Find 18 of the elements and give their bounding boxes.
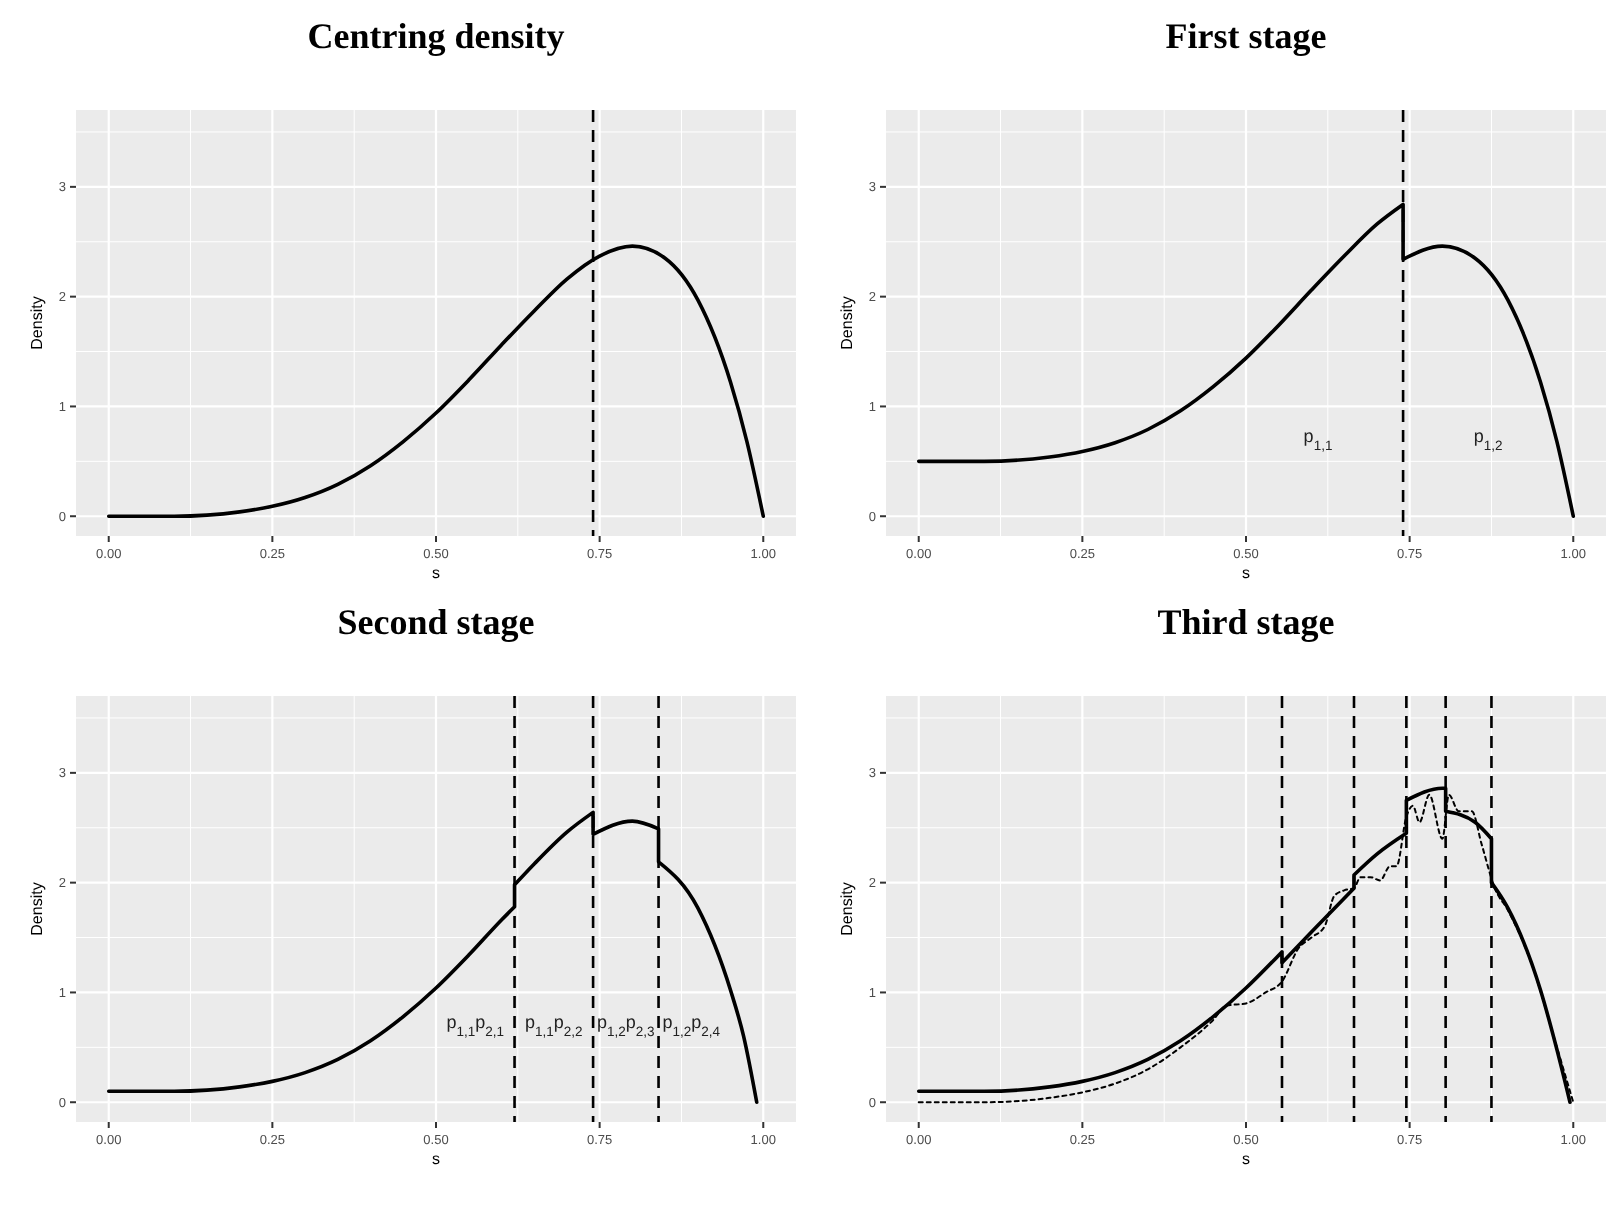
annotation: p$_{1,1}$p$_{2,2}$ (525, 1012, 584, 1040)
x-axis-title: s (432, 564, 440, 582)
annotation: p$_{1,2}$p$_{2,4}$ (662, 1012, 721, 1040)
x-axis-title: s (1242, 564, 1250, 582)
x-axis-title: s (1242, 1150, 1250, 1168)
annotation: p$_{1,2}$p$_{2,3}$ (597, 1012, 656, 1040)
y-axis-title: Density (838, 882, 856, 936)
annotation: p$_{1,1}$p$_{2,1}$ (446, 1012, 505, 1040)
annotation: p$_{1,2}$ (1473, 426, 1504, 454)
annotation: p$_{1,1}$ (1303, 426, 1333, 454)
y-axis-title: Density (28, 296, 46, 350)
x-axis-title: s (432, 1150, 440, 1168)
chart-title: Centring density (307, 16, 565, 56)
chart-title: Third stage (1157, 602, 1335, 642)
y-axis-title: Density (28, 882, 46, 936)
chart-title: Second stage (337, 602, 535, 642)
chart-title: First stage (1165, 16, 1327, 56)
y-axis-title: Density (838, 296, 856, 350)
